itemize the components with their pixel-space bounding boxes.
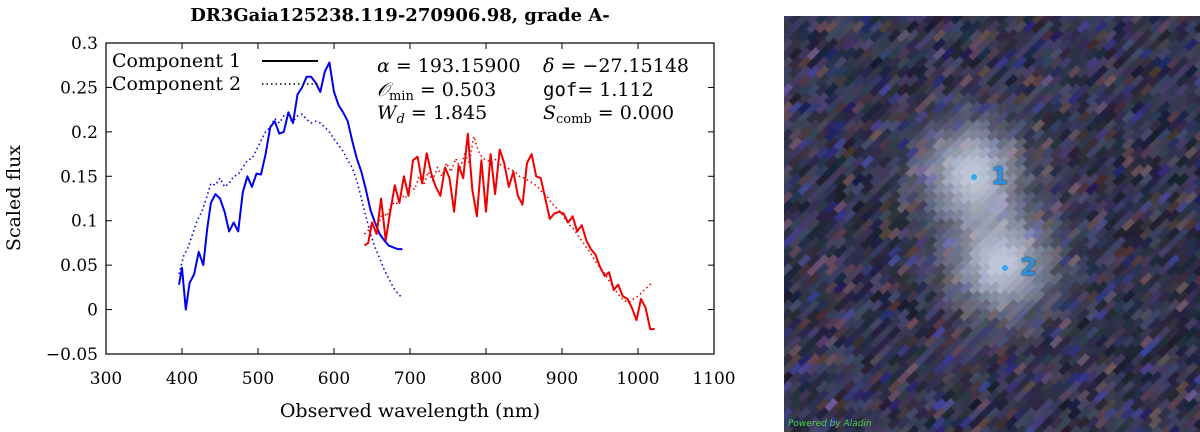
chart-title: DR3Gaia125238.119-270906.98, grade A-	[190, 5, 610, 26]
fit-annotations: α = 193.15900 δ = −27.15148 𝒪min = 0.503 go…	[377, 55, 689, 127]
series-line-component-2-rp	[363, 135, 653, 304]
legend: Component 1 Component 2	[112, 50, 318, 95]
y-tick-label: 0	[87, 301, 98, 321]
source-1-label: 1	[991, 162, 1008, 190]
spectrum-chart: DR3Gaia125238.119-270906.98, grade A- 30…	[3, 5, 736, 422]
x-axis-label: Observed wavelength (nm)	[280, 400, 540, 422]
y-axis: −0.05 0 0.05 0.1 0.15 0.2 0.25 0.3	[46, 34, 714, 365]
x-tick-label: 1000	[616, 369, 659, 389]
annotation-alpha: α = 193.15900	[377, 55, 521, 77]
x-tick-label: 1100	[692, 369, 735, 389]
x-tick-label: 500	[242, 369, 274, 389]
sky-image-panel: 1 2 Powered by Aladin	[784, 16, 1200, 432]
y-axis-label: Scaled flux	[3, 145, 25, 251]
source-2-label: 2	[1020, 253, 1037, 281]
y-tick-label: 0.15	[60, 167, 98, 187]
annotation-wd: Wd = 1.845	[377, 102, 487, 127]
y-tick-label: 0.05	[60, 256, 98, 276]
aladin-credit: Powered by Aladin	[788, 419, 872, 429]
x-axis: 300 400 500 600 700 800 900 1000 1100	[90, 43, 736, 389]
legend-label-component-2: Component 2	[112, 73, 241, 95]
x-tick-label: 400	[166, 369, 198, 389]
annotation-scomb: Scomb = 0.000	[543, 102, 674, 127]
annotation-delta: δ = −27.15148	[543, 55, 689, 77]
x-tick-label: 600	[318, 369, 350, 389]
x-tick-label: 300	[90, 369, 122, 389]
series-line-component-1-rp	[363, 132, 655, 331]
y-tick-label: 0.25	[60, 78, 98, 98]
annotation-gof: gof= 1.112	[543, 79, 654, 101]
x-tick-label: 700	[394, 369, 426, 389]
series-layer	[178, 61, 655, 331]
y-tick-label: 0.3	[71, 34, 98, 54]
y-tick-label: 0.2	[71, 123, 98, 143]
source-2-marker	[1002, 265, 1008, 271]
y-tick-label: −0.05	[46, 345, 98, 365]
y-tick-label: 0.1	[71, 212, 98, 232]
x-tick-label: 900	[546, 369, 578, 389]
x-tick-label: 800	[470, 369, 502, 389]
legend-label-component-1: Component 1	[112, 50, 241, 72]
annotation-omin: 𝒪min = 0.503	[377, 79, 496, 104]
source-1-marker	[971, 174, 977, 180]
sky-image	[784, 16, 1200, 432]
series-line-component-2-bp	[178, 113, 403, 299]
series-line-component-1-bp	[178, 61, 403, 311]
